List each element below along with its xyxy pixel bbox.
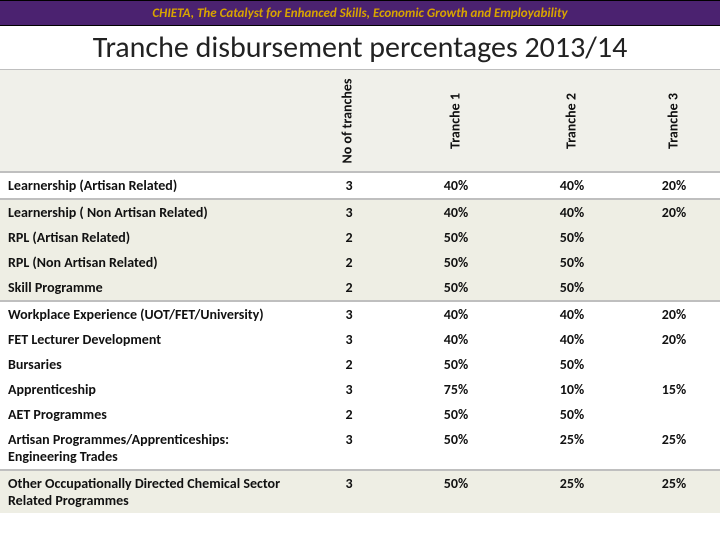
cell-tranche-1: 50% [394,275,516,301]
cell-label: Workplace Experience (UOT/FET/University… [0,301,302,327]
tranche-table: No of tranches Tranche 1 Tranche 2 Tranc… [0,70,720,513]
cell-tranche-2: 40% [516,172,626,199]
cell-tranche-3: 20% [626,301,720,327]
cell-label: Learnership (Artisan Related) [0,172,302,199]
cell-tranche-3: 20% [626,172,720,199]
cell-tranche-3 [626,225,720,250]
cell-tranche-3 [626,275,720,301]
cell-tranche-count: 3 [302,470,394,513]
cell-tranche-1: 50% [394,225,516,250]
cell-tranche-count: 2 [302,402,394,427]
top-banner: CHIETA, The Catalyst for Enhanced Skills… [0,0,720,26]
cell-label: RPL (Artisan Related) [0,225,302,250]
cell-tranche-1: 40% [394,172,516,199]
col-header-label [0,70,302,172]
col-header-text: Tranche 3 [665,93,682,149]
table-header-row: No of tranches Tranche 1 Tranche 2 Tranc… [0,70,720,172]
col-header-tranche-2: Tranche 2 [516,70,626,172]
cell-tranche-1: 40% [394,327,516,352]
cell-tranche-2: 50% [516,275,626,301]
cell-tranche-2: 40% [516,199,626,225]
page-title: Tranche disbursement percentages 2013/14 [93,29,628,66]
cell-tranche-3: 25% [626,427,720,470]
cell-tranche-3 [626,250,720,275]
table-row: Artisan Programmes/Apprenticeships: Engi… [0,427,720,470]
cell-tranche-count: 3 [302,301,394,327]
cell-tranche-2: 50% [516,250,626,275]
cell-tranche-count: 2 [302,250,394,275]
cell-tranche-1: 50% [394,427,516,470]
cell-tranche-count: 2 [302,225,394,250]
cell-label: RPL (Non Artisan Related) [0,250,302,275]
table-row: Skill Programme250%50% [0,275,720,301]
cell-tranche-3: 20% [626,199,720,225]
cell-tranche-1: 50% [394,250,516,275]
cell-tranche-3 [626,402,720,427]
cell-tranche-2: 50% [516,402,626,427]
cell-label: Skill Programme [0,275,302,301]
cell-label: AET Programmes [0,402,302,427]
cell-tranche-2: 10% [516,377,626,402]
cell-tranche-2: 40% [516,327,626,352]
col-header-tranche-1: Tranche 1 [394,70,516,172]
cell-tranche-1: 50% [394,470,516,513]
cell-tranche-1: 40% [394,301,516,327]
cell-tranche-1: 50% [394,402,516,427]
table-row: Learnership ( Non Artisan Related)340%40… [0,199,720,225]
col-header-text: Tranche 1 [447,93,464,149]
table-row: FET Lecturer Development340%40%20% [0,327,720,352]
cell-tranche-3 [626,352,720,377]
table-row: Learnership (Artisan Related)340%40%20% [0,172,720,199]
cell-tranche-1: 75% [394,377,516,402]
cell-tranche-count: 3 [302,327,394,352]
banner-text: CHIETA, The Catalyst for Enhanced Skills… [152,6,567,21]
cell-label: Artisan Programmes/Apprenticeships: Engi… [0,427,302,470]
title-bar: Tranche disbursement percentages 2013/14 [0,26,720,70]
cell-tranche-1: 50% [394,352,516,377]
cell-tranche-2: 50% [516,225,626,250]
cell-tranche-count: 3 [302,172,394,199]
cell-tranche-3: 25% [626,470,720,513]
cell-tranche-2: 40% [516,301,626,327]
cell-label: Bursaries [0,352,302,377]
cell-tranche-3: 15% [626,377,720,402]
col-header-text: No of tranches [341,78,356,163]
table-row: Other Occupationally Directed Chemical S… [0,470,720,513]
cell-tranche-count: 3 [302,377,394,402]
col-header-text: Tranche 2 [563,93,580,149]
cell-label: FET Lecturer Development [0,327,302,352]
table-row: Apprenticeship375%10%15% [0,377,720,402]
cell-tranche-1: 40% [394,199,516,225]
cell-label: Learnership ( Non Artisan Related) [0,199,302,225]
table-row: RPL (Non Artisan Related)250%50% [0,250,720,275]
cell-tranche-count: 2 [302,275,394,301]
table-body: Learnership (Artisan Related)340%40%20%L… [0,172,720,513]
cell-tranche-2: 25% [516,470,626,513]
cell-tranche-2: 25% [516,427,626,470]
cell-tranche-2: 50% [516,352,626,377]
table-row: AET Programmes250%50% [0,402,720,427]
col-header-tranche-3: Tranche 3 [626,70,720,172]
cell-label: Apprenticeship [0,377,302,402]
cell-tranche-count: 3 [302,427,394,470]
cell-tranche-count: 3 [302,199,394,225]
table-row: Bursaries250%50% [0,352,720,377]
cell-label: Other Occupationally Directed Chemical S… [0,470,302,513]
col-header-no-of-tranches: No of tranches [302,70,394,172]
table-row: RPL (Artisan Related)250%50% [0,225,720,250]
table-row: Workplace Experience (UOT/FET/University… [0,301,720,327]
cell-tranche-count: 2 [302,352,394,377]
cell-tranche-3: 20% [626,327,720,352]
